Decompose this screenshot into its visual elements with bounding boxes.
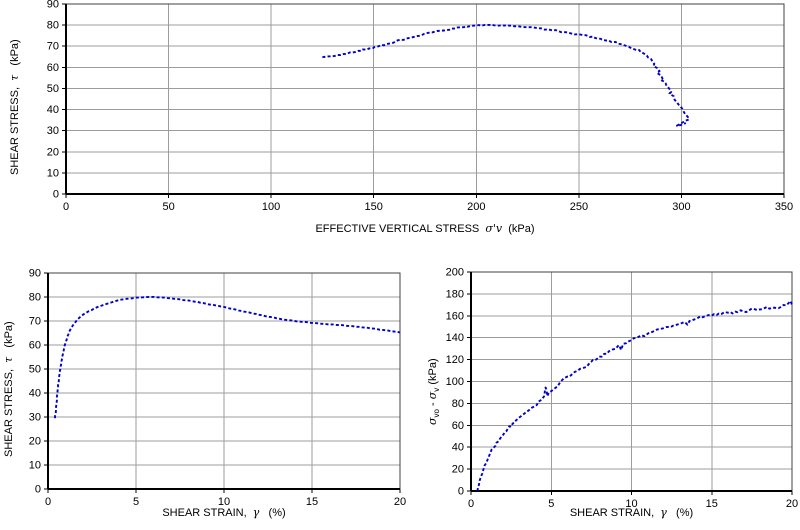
svg-text:0: 0: [468, 498, 474, 510]
svg-text:60: 60: [29, 340, 41, 352]
svg-text:300: 300: [672, 201, 690, 213]
svg-text:20: 20: [452, 464, 464, 476]
svg-text:200: 200: [467, 201, 485, 213]
svg-text:60: 60: [452, 420, 464, 432]
svg-text:5: 5: [133, 496, 139, 508]
shear-stress-strain-chart: 0 5 10 15 20 0 10 20 30 40 50 60 70 80 90 SHEAR STRESS…: [0, 255, 415, 530]
svg-text:0: 0: [45, 496, 51, 508]
y-axis-label-shear-stress: SHEAR STRESS, τ (kPa): [8, 39, 21, 175]
vertical-stress-change-chart: 0 5 10 15 20 0 20 40 60 80 100 120 140 160 180 200 σvo …: [420, 255, 800, 530]
stress-path-plot-area: 0 50 100 150 200 250 300 350 0 10 20 30 40 50 60 70 80 90: [47, 0, 793, 213]
svg-text:40: 40: [29, 388, 41, 400]
svg-text:10: 10: [218, 496, 230, 508]
svg-text:20: 20: [786, 498, 798, 510]
svg-text:0: 0: [53, 189, 59, 201]
svg-text:70: 70: [29, 316, 41, 328]
svg-text:70: 70: [47, 41, 59, 53]
y-axis-label-shear-stress: SHEAR STRESS, τ (kPa): [2, 321, 15, 457]
svg-text:250: 250: [570, 201, 588, 213]
svg-text:100: 100: [446, 376, 464, 388]
svg-text:30: 30: [47, 125, 59, 137]
y-axis-label-sigma-difference: σvo - σv (kPa): [426, 358, 441, 425]
svg-text:30: 30: [29, 412, 41, 424]
svg-text:0: 0: [35, 484, 41, 496]
svg-text:200: 200: [446, 267, 464, 279]
svg-text:50: 50: [29, 364, 41, 376]
svg-text:40: 40: [47, 104, 59, 116]
svg-text:0: 0: [458, 486, 464, 498]
svg-text:150: 150: [365, 201, 383, 213]
svg-text:15: 15: [706, 498, 718, 510]
x-axis-label-shear-strain: SHEAR STRAIN, γ (%): [162, 506, 286, 519]
svg-text:15: 15: [306, 496, 318, 508]
svg-text:90: 90: [47, 0, 59, 11]
svg-text:90: 90: [29, 268, 41, 280]
svg-text:40: 40: [452, 442, 464, 454]
svg-text:5: 5: [548, 498, 554, 510]
svg-text:50: 50: [162, 201, 174, 213]
svg-text:350: 350: [775, 201, 793, 213]
x-axis-label-shear-strain: SHEAR STRAIN, γ (%): [569, 506, 694, 519]
stress-path-chart: 0 50 100 150 200 250 300 350 0 10 20 30 40 50 60 70 80 90…: [0, 0, 800, 250]
svg-text:0: 0: [63, 201, 69, 213]
svg-text:10: 10: [29, 460, 41, 472]
svg-text:10: 10: [47, 167, 59, 179]
svg-text:100: 100: [262, 201, 280, 213]
svg-text:160: 160: [446, 310, 464, 322]
svg-text:20: 20: [394, 496, 406, 508]
svg-text:20: 20: [29, 436, 41, 448]
svg-text:80: 80: [29, 292, 41, 304]
svg-text:20: 20: [47, 146, 59, 158]
svg-text:120: 120: [446, 354, 464, 366]
x-axis-label-effective-vertical-stress: EFFECTIVE VERTICAL STRESS σ'v (kPa): [315, 222, 535, 235]
svg-text:60: 60: [47, 62, 59, 74]
svg-text:80: 80: [47, 20, 59, 32]
svg-text:50: 50: [47, 83, 59, 95]
svg-text:140: 140: [446, 332, 464, 344]
svg-text:80: 80: [452, 398, 464, 410]
svg-text:10: 10: [625, 498, 637, 510]
svg-text:180: 180: [446, 288, 464, 300]
shear-stress-strain-plot-area: 0 5 10 15 20 0 10 20 30 40 50 60 70 80 90: [29, 268, 406, 509]
